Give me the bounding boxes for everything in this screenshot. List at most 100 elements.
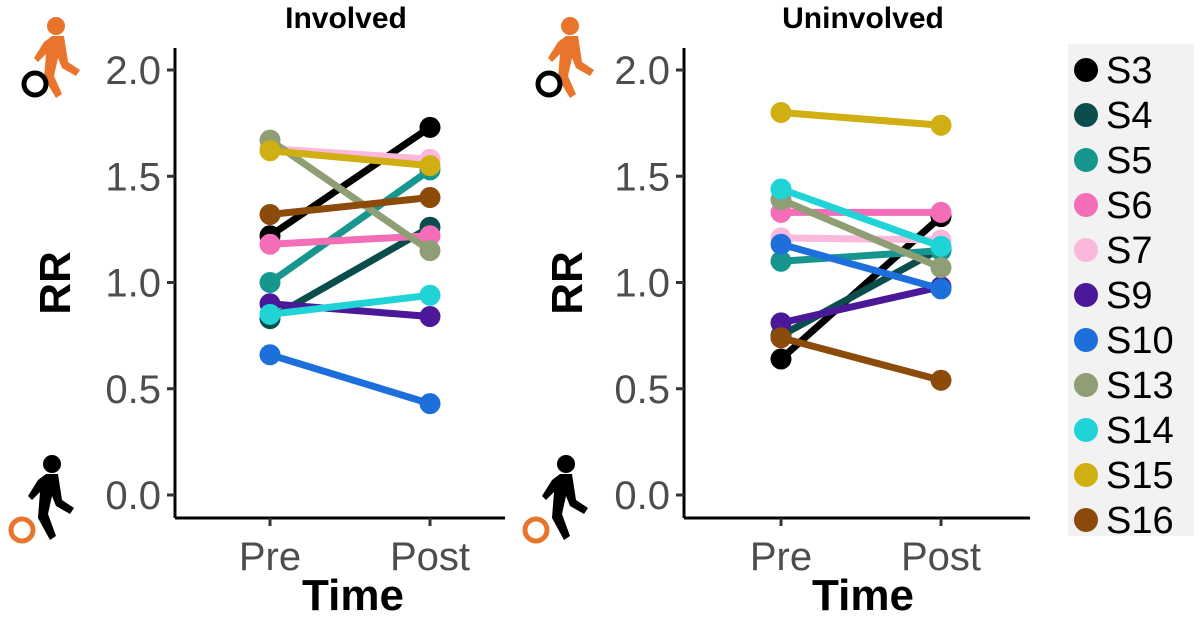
data-point-s6-post	[930, 201, 952, 223]
y-tick-label: 0.5	[614, 368, 670, 412]
legend-key-s13	[1074, 373, 1098, 397]
obstacle-ring-icon	[535, 70, 563, 98]
legend-label-s10: S10	[1106, 320, 1174, 362]
data-point-s14-pre	[770, 178, 792, 200]
orange-walker-icon-top-right	[535, 17, 594, 98]
series-s14	[770, 178, 952, 257]
legend-label-s6: S6	[1106, 185, 1152, 227]
panel-uninvolved: 0.0 0.5 1.0 1.5 2.0 Pre Post	[614, 48, 1030, 579]
data-point-s6-post	[419, 225, 441, 247]
series-s14	[259, 284, 441, 325]
data-point-s3-pre	[770, 348, 792, 370]
legend-label-s7: S7	[1106, 230, 1152, 272]
obstacle-ring-icon	[522, 516, 550, 544]
series-s16	[770, 327, 952, 391]
series-line-s6	[266, 232, 434, 248]
y-tick-label: 2.0	[105, 49, 161, 93]
data-point-s16-pre	[259, 204, 281, 225]
orange-walker-icon-top-left	[21, 17, 80, 98]
series-line-s16	[266, 194, 434, 218]
legend-key-s3	[1074, 58, 1098, 82]
series-line-s14	[266, 291, 434, 318]
y-axis-title-involved: RR	[31, 251, 80, 315]
data-point-s5-pre	[259, 272, 281, 293]
legend-key-s5	[1074, 148, 1098, 172]
series-line-s15	[266, 147, 434, 170]
series-line-s14	[777, 185, 945, 250]
data-point-s16-pre	[770, 327, 792, 349]
legend-key-s15	[1074, 463, 1098, 487]
series-line-s5	[777, 247, 945, 265]
data-point-s13-post	[930, 257, 952, 279]
black-walker-icon-bottom-left	[8, 455, 74, 544]
data-point-s3-post	[419, 116, 441, 138]
x-tick-label: Post	[390, 535, 470, 579]
legend-label-s9: S9	[1106, 275, 1152, 317]
legend-label-s4: S4	[1106, 95, 1152, 137]
data-point-s5-pre	[770, 250, 792, 272]
series-s15	[770, 102, 952, 136]
y-tick-label: 1.5	[105, 155, 161, 199]
legend-key-s9	[1074, 283, 1098, 307]
x-tick-label: Post	[901, 535, 981, 579]
x-axis-title-uninvolved: Time	[812, 571, 914, 620]
legend-label-s13: S13	[1106, 365, 1174, 407]
series-s10	[770, 233, 952, 300]
series-line-s9	[777, 283, 945, 327]
data-point-s16-post	[419, 187, 441, 208]
panel-title-uninvolved: Uninvolved	[782, 2, 944, 35]
data-point-s15-pre	[770, 102, 792, 123]
obstacle-ring-icon	[8, 516, 36, 544]
legend-label-s3: S3	[1106, 50, 1152, 92]
legend-key-s4	[1074, 103, 1098, 127]
series-line-s5	[266, 166, 434, 286]
panel-involved: 0.0 0.5 1.0 1.5 2.0 Pre Post	[105, 48, 505, 579]
series-line-s10	[266, 351, 434, 408]
data-point-s10-pre	[770, 233, 792, 255]
y-tick-label: 0.5	[105, 368, 161, 412]
x-tick-label: Pre	[239, 535, 301, 579]
series-line-s4	[777, 245, 945, 340]
panel-title-involved: Involved	[285, 2, 407, 35]
y-tick-label: 0.0	[105, 474, 161, 518]
data-point-s6-pre	[259, 233, 281, 255]
series-line-s3	[266, 123, 434, 240]
legend-label-s16: S16	[1106, 500, 1174, 542]
y-tick-label: 2.0	[614, 49, 670, 93]
data-point-s10-post	[419, 393, 441, 415]
series-line-s15	[777, 109, 945, 129]
y-tick-label: 1.5	[614, 155, 670, 199]
legend-label-s15: S15	[1106, 455, 1174, 497]
y-tick-label: 1.0	[614, 262, 670, 306]
data-point-s14-post	[419, 284, 441, 306]
legend-key-s6	[1074, 193, 1098, 217]
data-point-s13-post	[419, 240, 441, 262]
series-s15	[259, 140, 441, 177]
data-point-s9-pre	[770, 312, 792, 334]
data-point-s14-pre	[259, 303, 281, 325]
x-axis-title-involved: Time	[302, 571, 404, 620]
data-point-s15-pre	[259, 140, 281, 162]
legend-label-s14: S14	[1106, 410, 1174, 452]
data-point-s14-post	[930, 235, 952, 257]
series-line-s13	[266, 136, 434, 255]
series-line-s16	[777, 334, 945, 384]
data-point-s10-pre	[259, 344, 281, 366]
series-line-s13	[777, 196, 945, 272]
data-point-s15-post	[930, 114, 952, 136]
data-point-s10-post	[930, 278, 952, 300]
obstacle-ring-icon	[21, 70, 49, 98]
series-s10	[259, 344, 441, 415]
legend-key-s14	[1074, 418, 1098, 442]
data-point-s16-post	[930, 369, 952, 391]
legend-key-s7	[1074, 238, 1098, 262]
y-tick-label: 0.0	[614, 474, 670, 518]
legend-key-s10	[1074, 328, 1098, 352]
series-line-s10	[777, 240, 945, 293]
y-axis-title-uninvolved: RR	[543, 251, 592, 315]
legend-key-s16	[1074, 508, 1098, 532]
legend-label-s5: S5	[1106, 140, 1152, 182]
black-walker-icon-bottom-right	[522, 455, 588, 544]
